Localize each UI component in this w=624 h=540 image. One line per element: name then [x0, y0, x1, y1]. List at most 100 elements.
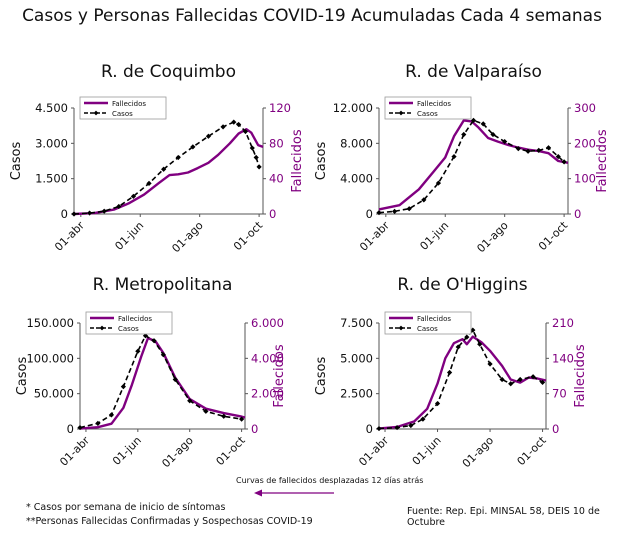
footnote-fallecidos: **Personas Fallecidas Confirmadas y Sosp… — [26, 516, 313, 527]
series-point-casos — [517, 376, 523, 383]
y-tick-label-left: 12.000 — [333, 101, 373, 115]
series-point-casos — [236, 121, 242, 128]
legend-marker-casos — [398, 110, 404, 116]
series-point-casos — [421, 197, 427, 203]
series-point-casos — [490, 131, 496, 138]
y-tick-label-left: 2.500 — [340, 387, 373, 401]
series-point-casos — [451, 153, 457, 160]
legend-label-casos: Casos — [417, 110, 438, 118]
series-point-casos — [470, 327, 476, 333]
series-point-casos — [190, 144, 196, 150]
y-tick-label-right: 40 — [269, 172, 284, 186]
series-point-casos — [187, 398, 193, 404]
series-point-casos — [515, 146, 521, 152]
series-point-casos — [71, 211, 77, 217]
y-tick-label-left: 50.000 — [34, 387, 74, 401]
x-tick-label: 01-jun — [112, 219, 146, 253]
y-tick-label-left: 8.000 — [340, 136, 373, 150]
y-axis-label-right: Fallecidos — [595, 129, 610, 192]
y-tick-label-right: 210 — [552, 316, 574, 330]
series-point-casos — [470, 117, 477, 123]
y-tick-label-right: 120 — [269, 101, 291, 115]
y-axis-label-right: Fallecidos — [272, 344, 287, 407]
series-point-casos — [525, 148, 531, 154]
legend-label-casos: Casos — [112, 110, 133, 118]
y-tick-label-right: 6.000 — [251, 316, 284, 330]
series-point-casos — [480, 121, 486, 127]
x-tick-label: 01-jun — [417, 219, 451, 253]
series-point-casos — [205, 133, 212, 139]
x-tick-label: 01-abr — [356, 434, 391, 469]
series-line-fallecidos — [378, 335, 547, 430]
y-tick-label-right: 0 — [552, 422, 559, 436]
y-tick-label-left: 4.500 — [35, 101, 68, 115]
series-line-fallecidos — [79, 336, 246, 430]
series-point-casos — [434, 400, 441, 407]
y-tick-label-left: 0 — [67, 422, 74, 436]
series-point-casos — [502, 138, 508, 145]
legend-marker-casos — [99, 325, 105, 331]
x-tick-label: 01-oct — [515, 433, 550, 468]
series-point-casos — [203, 408, 209, 414]
y-axis-label-left: Casos — [314, 357, 329, 396]
x-tick-label: 01-abr — [52, 219, 87, 254]
series-point-casos — [238, 416, 245, 422]
panel-title: R. de O'Higgins — [397, 275, 527, 295]
y-tick-label-right: 300 — [574, 101, 596, 115]
panel-title: R. Metropolitana — [93, 275, 233, 295]
series-point-casos — [464, 334, 470, 340]
series-point-casos — [101, 208, 107, 214]
y-tick-label-left: 1.500 — [35, 172, 68, 186]
series-point-casos — [508, 381, 514, 387]
y-axis-label-right: Fallecidos — [290, 129, 305, 192]
x-tick-label: 01-ago — [159, 434, 196, 471]
footnote-casos: * Casos por semana de inicio de síntomas — [26, 502, 226, 513]
series-point-casos — [253, 154, 259, 161]
series-point-casos — [561, 159, 567, 165]
series-point-casos — [95, 420, 101, 426]
series-point-casos — [555, 153, 561, 160]
x-tick-label: 01-jun — [110, 434, 144, 468]
x-tick-label: 01-ago — [169, 219, 206, 256]
series-point-casos — [120, 384, 126, 390]
series-point-casos — [477, 341, 483, 347]
x-tick-label: 01-oct — [536, 218, 571, 253]
y-tick-label-right: 70 — [552, 387, 567, 401]
series-point-casos — [151, 338, 157, 344]
series-point-casos — [499, 376, 505, 383]
x-tick-label: 01-oct — [214, 433, 249, 468]
panel-title: R. de Valparaíso — [405, 62, 542, 82]
y-tick-label-left: 100.000 — [26, 351, 74, 365]
series-point-casos — [221, 413, 227, 419]
series-point-casos — [242, 128, 249, 135]
series-point-casos — [146, 180, 152, 186]
x-tick-label: 01-jun — [410, 434, 444, 468]
shift-note: Curvas de fallecidos desplazadas 12 días… — [236, 476, 424, 485]
chart-panel-1: R. de Coquimbo 0 1.500 3.000 4.500 0 40 80 120 01… — [9, 62, 305, 255]
series-point-casos — [376, 210, 382, 216]
series-point-casos — [406, 206, 412, 212]
y-tick-label-left: 150.000 — [26, 316, 74, 330]
y-tick-label-right: 100 — [574, 172, 596, 186]
y-tick-label-right: 0 — [269, 207, 276, 221]
legend-label-fallecidos: Fallecidos — [118, 315, 152, 323]
series-point-casos — [545, 145, 552, 151]
series-point-casos — [77, 424, 83, 431]
y-axis-label-right: Fallecidos — [573, 344, 588, 407]
series-point-casos — [487, 361, 493, 367]
y-axis-label-left: Casos — [9, 142, 24, 181]
series-point-casos — [175, 154, 181, 161]
series-line-casos — [73, 121, 260, 215]
x-tick-label: 01-abr — [57, 434, 92, 469]
y-tick-label-right: 140 — [552, 351, 574, 365]
series-line-fallecidos — [73, 127, 264, 216]
y-tick-label-left: 7.500 — [340, 316, 373, 330]
series-point-casos — [539, 379, 546, 385]
y-tick-label-left: 0 — [366, 207, 373, 221]
x-tick-label: 01-ago — [474, 219, 511, 256]
legend-label-fallecidos: Fallecidos — [417, 315, 451, 323]
series-point-casos — [172, 376, 178, 383]
series-point-casos — [446, 369, 453, 376]
chart-panel-4: R. de O'Higgins 0 2.500 5.000 7.500 0 70 140 210… — [314, 275, 588, 470]
